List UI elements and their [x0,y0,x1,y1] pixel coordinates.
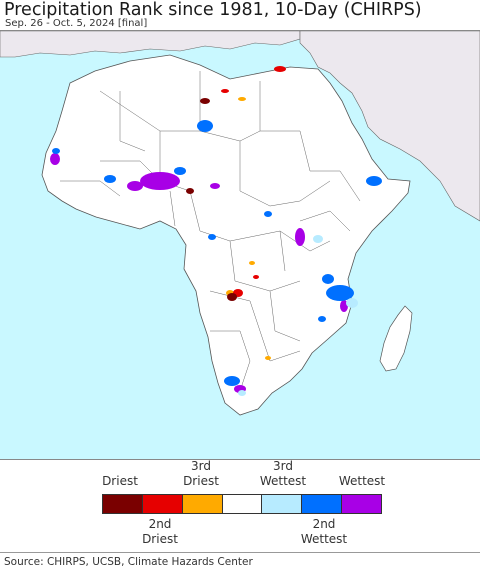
legend-label-2nd-driest: 2nd Driest [142,517,178,546]
date-range-subtitle: Sep. 26 - Oct. 5, 2024 [final] [5,18,148,29]
middle-east-land [299,31,480,222]
footer-divider [0,552,480,553]
africa-map [0,30,480,460]
africa-land [41,54,411,416]
legend-label-3rd-driest: 3rd Driest [183,459,219,488]
legend-swatch-3rd-wettest [262,495,303,513]
legend-swatch-3rd-driest [182,495,223,513]
legend-label-2nd-wettest: 2nd Wettest [300,517,348,546]
source-credit: Source: CHIRPS, UCSB, Climate Hazards Ce… [4,556,253,568]
legend-label-3rd-wettest: 3rd Wettest [259,459,307,488]
legend-swatch-driest [103,495,143,513]
legend-swatch-2nd-wettest [302,495,343,513]
legend-label-driest: Driest [102,474,138,488]
legend-label-wettest: Wettest [338,474,386,488]
legend-swatch-wettest [342,495,382,513]
precipitation-patches [50,66,382,396]
legend-color-bar [102,494,382,514]
legend-swatch-2nd-driest [142,495,183,513]
map-title: Precipitation Rank since 1981, 10-Day (C… [4,0,422,20]
legend-swatch-normal [222,495,263,513]
europe-land [0,31,301,58]
madagascar [379,305,413,372]
